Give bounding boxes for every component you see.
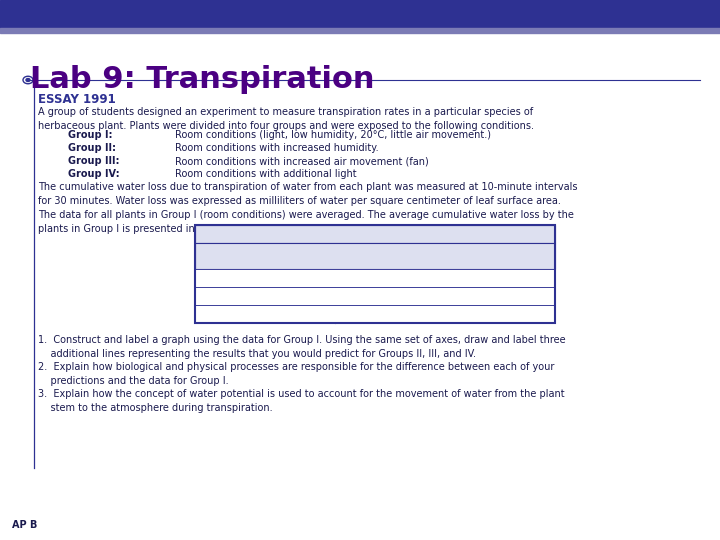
Bar [0,28,720,33]
Text: Room conditions with increased air movement (fan): Room conditions with increased air movem… [175,156,428,166]
Text: Group IV:: Group IV: [68,169,120,179]
Text: The cumulative water loss due to transpiration of water from each plant was meas: The cumulative water loss due to transpi… [38,182,577,234]
Text: 3.  Explain how the concept of water potential is used to account for the moveme: 3. Explain how the concept of water pote… [38,389,564,413]
Text: Group III:: Group III: [68,156,120,166]
Bar [0,0,720,28]
Text: 20: 20 [258,291,271,301]
Text: 1.  Construct and label a graph using the data for Group I. Using the same set o: 1. Construct and label a graph using the… [38,335,566,359]
Text: Room conditions (light, low humidity, 20°C, little air movement.): Room conditions (light, low humidity, 20… [175,130,491,140]
Text: A group of students designed an experiment to measure transpiration rates in a p: A group of students designed an experime… [38,107,534,131]
Text: 30: 30 [259,309,271,319]
Bar [195,243,555,269]
Text: Lab 9: Transpiration: Lab 9: Transpiration [30,65,374,94]
Text: Group II:: Group II: [68,143,116,153]
Text: 7.7 x 10⁻⁴: 7.7 x 10⁻⁴ [420,291,469,301]
Text: Room conditions with increased humidity.: Room conditions with increased humidity. [175,143,379,153]
Text: 3.5 x 10⁻⁴: 3.5 x 10⁻⁴ [420,273,469,283]
Bar [195,225,555,243]
Text: ESSAY 1991: ESSAY 1991 [38,93,116,106]
Text: Group I:: Group I: [68,130,112,140]
Circle shape [26,78,30,82]
Bar [195,269,555,287]
Text: Room conditions with additional light: Room conditions with additional light [175,169,356,179]
Bar [195,225,555,323]
Text: 10.6 x 10⁻⁴: 10.6 x 10⁻⁴ [418,309,472,319]
Text: Average Cumulative Water Loss
(mL H₂O/cm²): Average Cumulative Water Loss (mL H₂O/cm… [358,245,533,267]
Text: 10: 10 [259,273,271,283]
Text: AP B: AP B [12,520,37,530]
Text: Average Cumulative Water Loss by the Plants in Group I: Average Cumulative Water Loss by the Pla… [220,229,530,239]
Text: 2.  Explain how biological and physical processes are responsible for the differ: 2. Explain how biological and physical p… [38,362,554,386]
Bar [195,287,555,305]
Bar [195,305,555,323]
Text: Time (minutes): Time (minutes) [223,251,307,261]
